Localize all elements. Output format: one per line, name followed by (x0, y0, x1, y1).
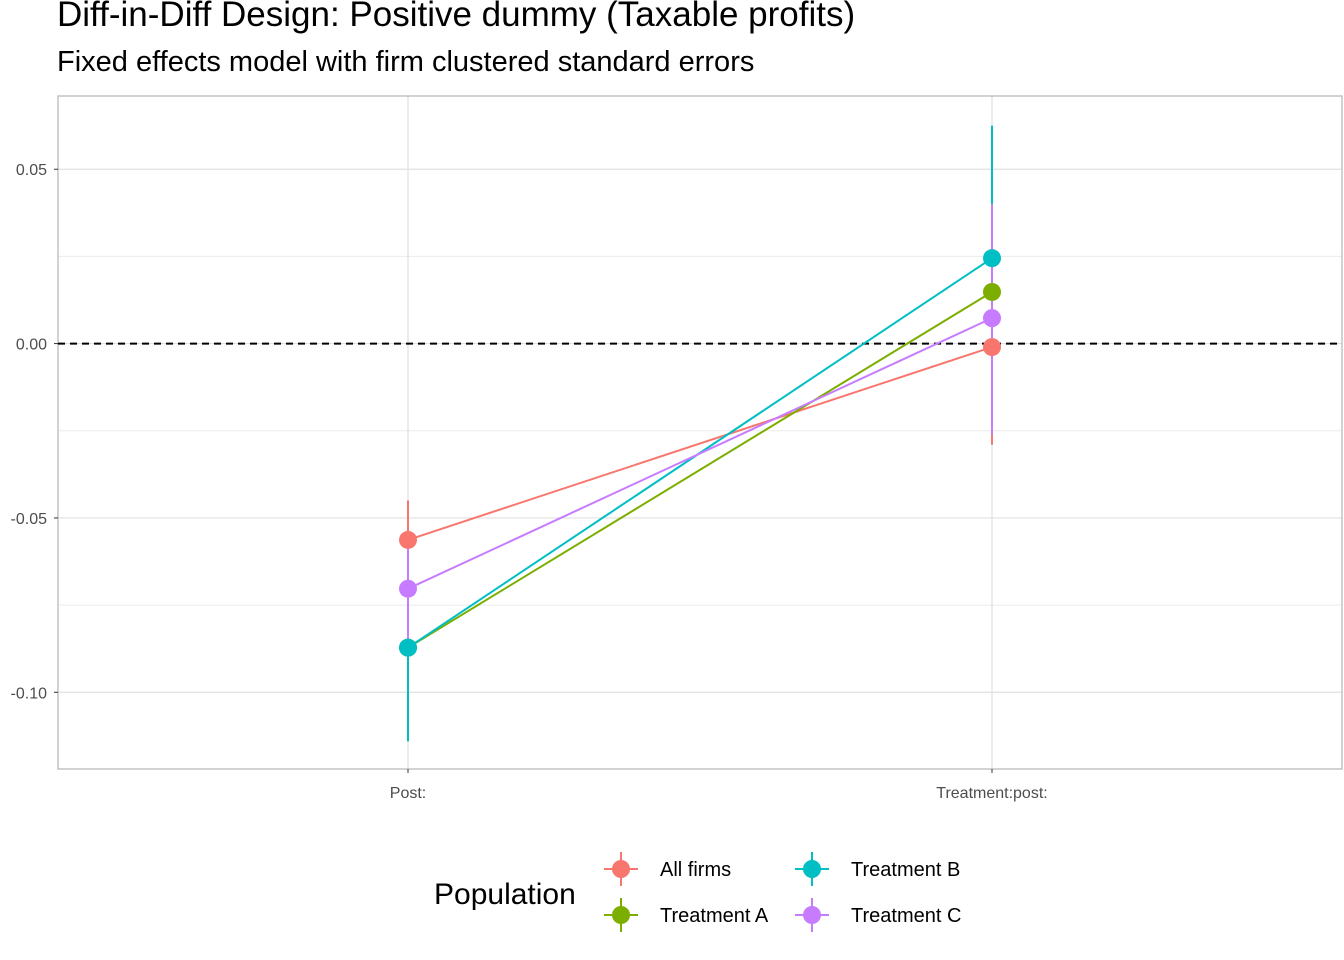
x-tick-label: Post: (390, 785, 426, 802)
legend-label: All firms (660, 859, 731, 881)
series-lines (407, 257, 993, 649)
legend-label: Treatment A (660, 905, 769, 927)
data-point (983, 338, 1001, 357)
x-axis-ticks: Post: Treatment:post: (390, 769, 1048, 802)
legend-key (604, 898, 638, 932)
legend-key-point (612, 906, 630, 924)
data-point (983, 282, 1001, 301)
legend-label: Treatment B (851, 859, 960, 881)
data-point (399, 530, 417, 549)
data-point (983, 309, 1001, 328)
data-point (983, 249, 1001, 268)
grid-lines (58, 96, 1342, 769)
legend: Population All firms Treatment A Treatment … (434, 852, 961, 932)
y-tick-label: -0.10 (11, 685, 48, 702)
data-point (399, 579, 417, 598)
legend-key-point (803, 906, 821, 924)
legend-key (604, 852, 638, 886)
series-points (399, 249, 1001, 657)
y-axis-ticks: -0.10 -0.05 0.00 0.05 (11, 162, 58, 702)
y-tick-label: 0.05 (16, 162, 47, 179)
chart-title: Diff-in-Diff Design: Positive dummy (Tax… (57, 0, 856, 34)
data-point (399, 638, 417, 657)
series-line-1 (407, 291, 993, 649)
legend-label: Treatment C (851, 905, 961, 927)
legend-key (795, 898, 829, 932)
legend-key (795, 852, 829, 886)
legend-key-point (612, 860, 630, 878)
series-line-0 (407, 346, 993, 541)
y-tick-label: 0.00 (16, 337, 47, 354)
legend-key-point (803, 860, 821, 878)
series-line-3 (407, 317, 993, 590)
chart-subtitle: Fixed effects model with firm clustered … (57, 46, 755, 78)
y-tick-label: -0.05 (11, 511, 48, 528)
legend-title: Population (434, 878, 576, 911)
panel-frame (57, 95, 1343, 770)
x-tick-label: Treatment:post: (936, 785, 1047, 802)
panel-border (57, 95, 1343, 770)
error-bars (407, 125, 993, 742)
